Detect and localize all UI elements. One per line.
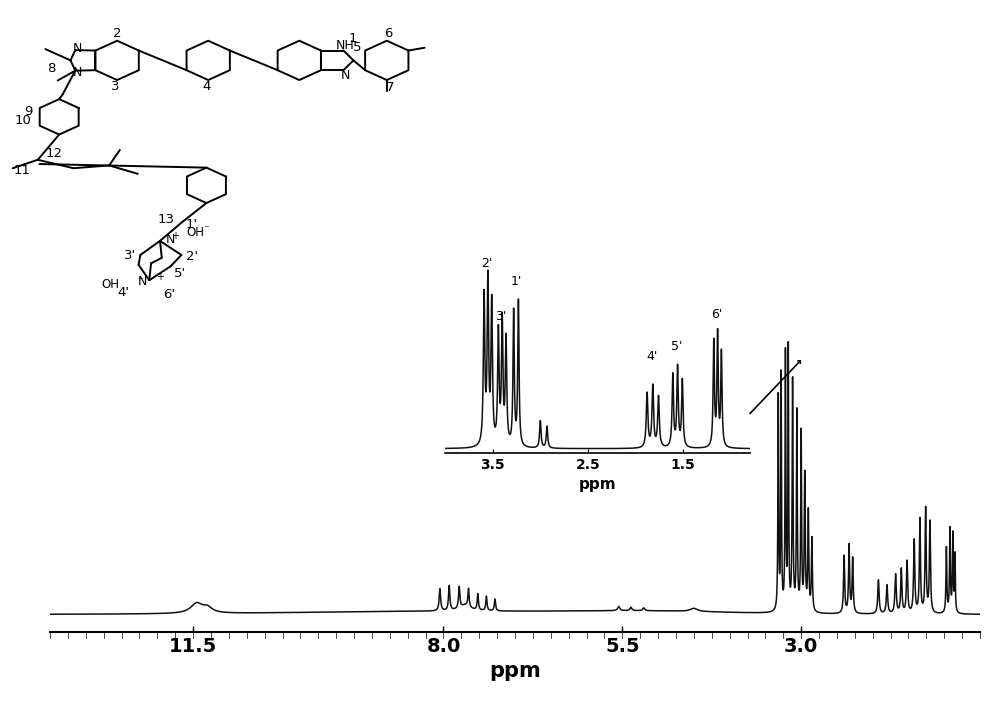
- Text: 5': 5': [671, 340, 682, 353]
- Text: 7: 7: [386, 81, 395, 94]
- Text: 3: 3: [111, 80, 120, 93]
- Text: 11: 11: [14, 164, 31, 177]
- Text: 5: 5: [353, 41, 362, 53]
- Text: 2: 2: [113, 27, 121, 40]
- Text: 13: 13: [158, 213, 175, 226]
- Text: N: N: [138, 275, 148, 288]
- Text: 1': 1': [511, 275, 522, 289]
- Text: N: N: [72, 65, 82, 79]
- Text: 6': 6': [164, 288, 176, 300]
- Text: N: N: [72, 42, 82, 55]
- Text: 1: 1: [348, 32, 357, 45]
- Text: OH: OH: [101, 278, 119, 291]
- Text: ⁻: ⁻: [204, 225, 209, 234]
- Text: 4': 4': [646, 350, 658, 364]
- Text: N: N: [341, 69, 350, 81]
- Text: 3': 3': [124, 249, 136, 262]
- Text: 4: 4: [202, 80, 211, 93]
- Text: 6': 6': [711, 307, 722, 321]
- Text: 3': 3': [495, 310, 506, 323]
- Text: 9: 9: [25, 105, 33, 119]
- Text: 4': 4': [118, 286, 130, 299]
- Text: OH: OH: [187, 226, 205, 239]
- Text: 10: 10: [15, 114, 32, 127]
- Text: 2': 2': [186, 250, 198, 263]
- X-axis label: ppm: ppm: [579, 477, 616, 492]
- Text: 12: 12: [45, 147, 62, 160]
- Text: 2': 2': [481, 257, 493, 270]
- Text: N: N: [165, 233, 175, 246]
- Text: 5': 5': [174, 267, 186, 279]
- Text: 6: 6: [384, 27, 393, 40]
- Text: 1': 1': [186, 218, 198, 230]
- X-axis label: ppm: ppm: [489, 661, 541, 681]
- Text: +: +: [171, 231, 179, 241]
- Text: +: +: [156, 272, 164, 282]
- Text: 8: 8: [47, 62, 56, 75]
- Text: NH: NH: [336, 39, 355, 52]
- Text: ⁻: ⁻: [137, 277, 143, 286]
